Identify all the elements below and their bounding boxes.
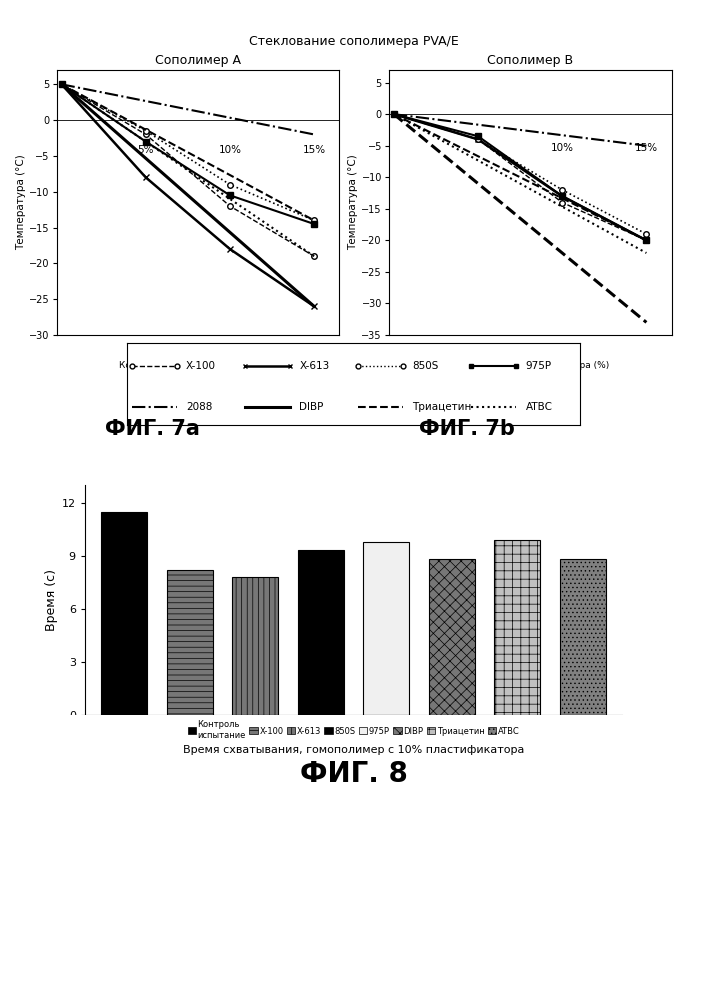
Text: ФИГ. 8: ФИГ. 8 xyxy=(300,760,407,788)
Text: 15%: 15% xyxy=(635,143,658,153)
Bar xyxy=(101,512,147,715)
Text: Триацетин: Триацетин xyxy=(412,402,472,412)
Text: 2088: 2088 xyxy=(186,402,213,412)
Text: 15%: 15% xyxy=(303,145,326,155)
Bar xyxy=(298,550,344,715)
Text: ФИГ. 7a: ФИГ. 7a xyxy=(105,419,199,439)
Y-axis label: Время (с): Время (с) xyxy=(45,569,57,631)
Text: ATBC: ATBC xyxy=(525,402,552,412)
Text: Количество пластификатора (%): Количество пластификатора (%) xyxy=(119,361,276,370)
Text: 975P: 975P xyxy=(525,361,551,371)
Text: ФИГ. 7b: ФИГ. 7b xyxy=(419,419,515,439)
Bar xyxy=(494,540,540,715)
Text: Время схватывания, гомополимер с 10% пластификатора: Время схватывания, гомополимер с 10% пла… xyxy=(183,745,524,755)
Y-axis label: Температура (°C): Температура (°C) xyxy=(16,155,26,250)
Bar xyxy=(233,577,278,715)
Bar xyxy=(560,559,606,715)
Text: 10%: 10% xyxy=(551,143,574,153)
Bar xyxy=(363,542,409,715)
Text: 850S: 850S xyxy=(412,361,439,371)
Text: DIBP: DIBP xyxy=(299,402,324,412)
Bar xyxy=(429,559,474,715)
Text: 5%: 5% xyxy=(138,145,154,155)
Text: Стеклование сополимера PVA/E: Стеклование сополимера PVA/E xyxy=(249,35,458,48)
Title: Сополимер A: Сополимер A xyxy=(155,54,241,67)
Title: Сополимер B: Сополимер B xyxy=(487,54,573,67)
Legend: Контроль
испытание, X-100, X-613, 850S, 975P, DIBP, Триацетин, ATBC: Контроль испытание, X-100, X-613, 850S, … xyxy=(187,720,520,740)
Y-axis label: Температура (°C): Температура (°C) xyxy=(349,155,358,250)
Text: X-613: X-613 xyxy=(299,361,329,371)
Text: X-100: X-100 xyxy=(186,361,216,371)
Text: Количество пластификатора (%): Количество пластификатора (%) xyxy=(452,361,609,370)
Text: 10%: 10% xyxy=(218,145,242,155)
Bar xyxy=(167,570,213,715)
